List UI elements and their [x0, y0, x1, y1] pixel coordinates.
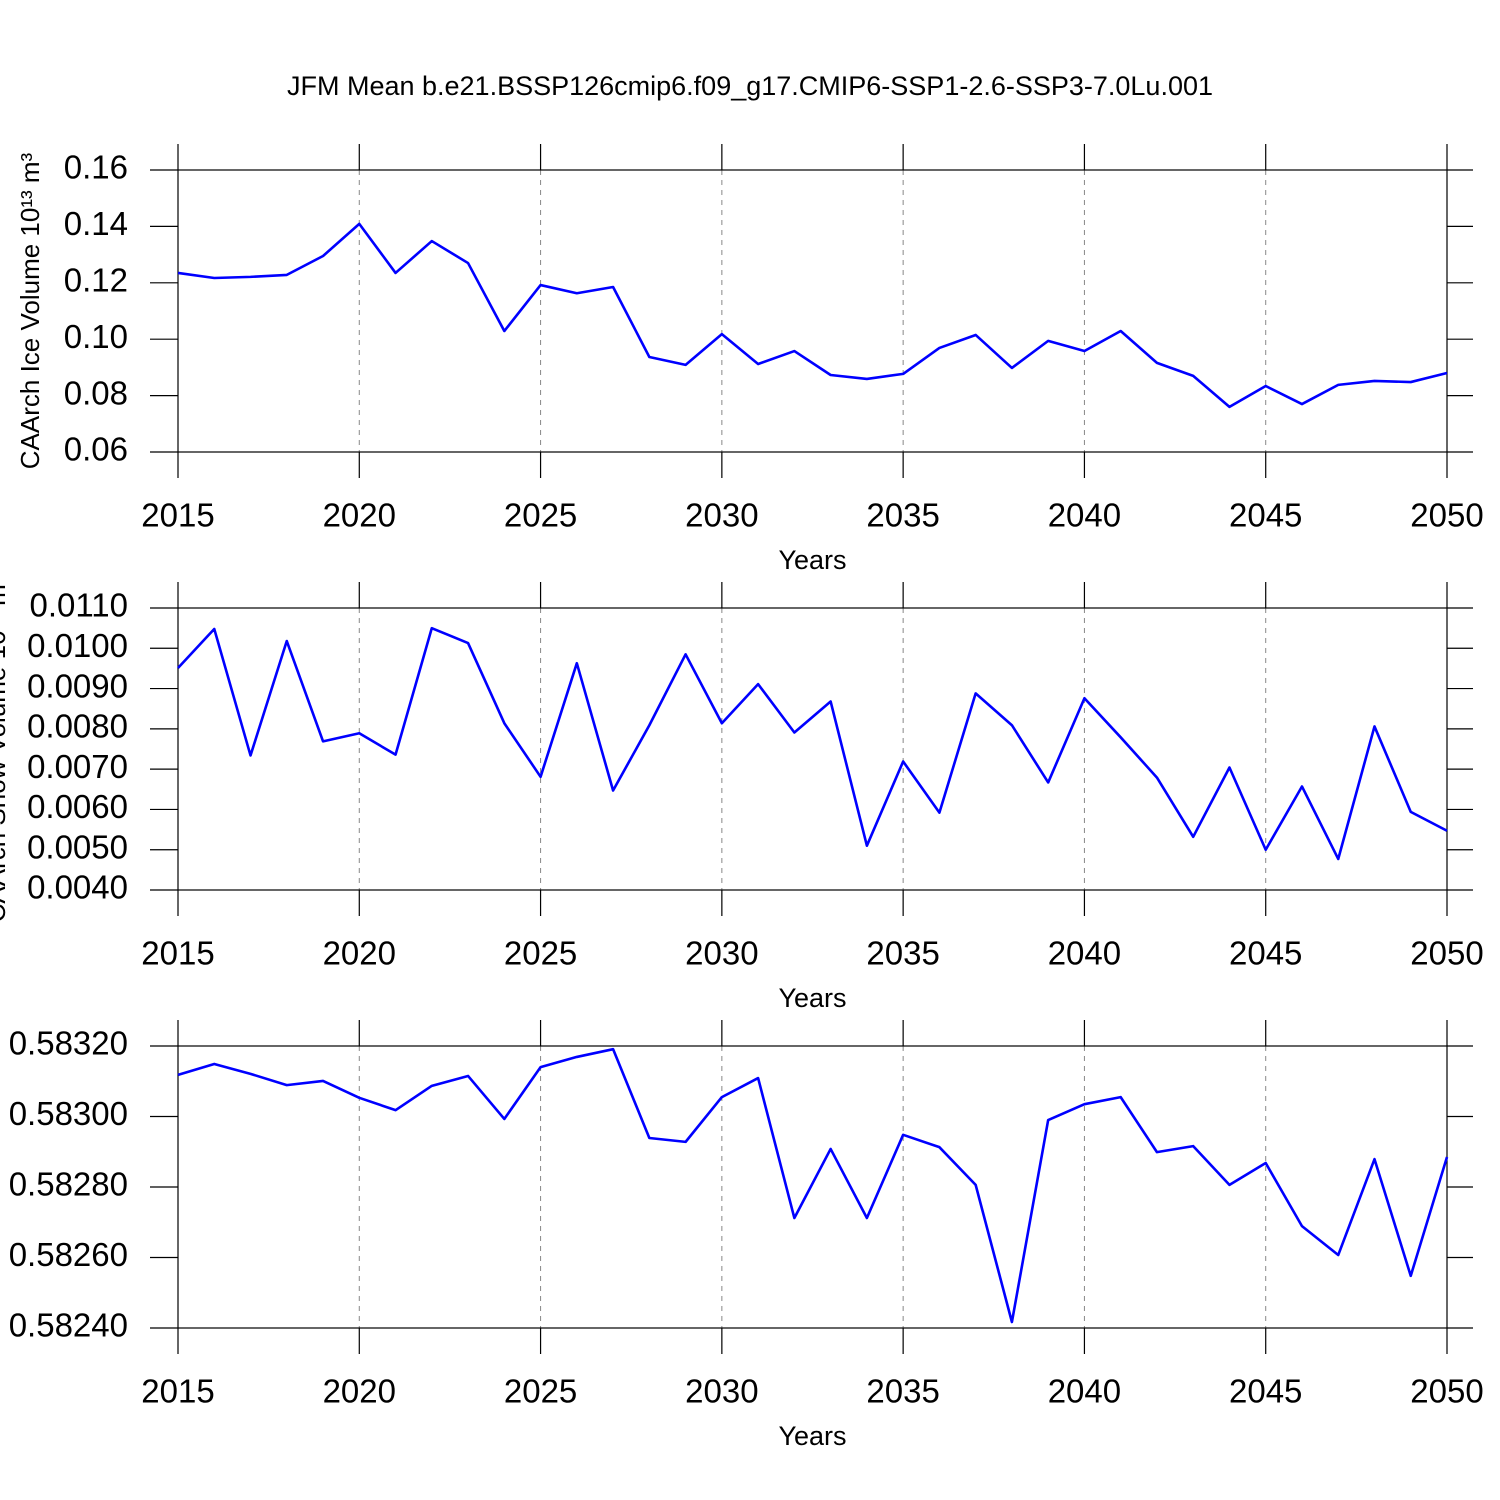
y-tick-label: 0.06 — [64, 431, 128, 468]
y-tick-label: 0.08 — [64, 374, 128, 411]
x-tick-label: 2020 — [323, 497, 396, 534]
y-tick-label: 0.0080 — [27, 708, 128, 745]
y-tick-label: 0.0110 — [30, 587, 128, 624]
x-tick-label: 2025 — [504, 935, 577, 972]
x-tick-label: 2030 — [685, 935, 758, 972]
x-tick-label: 2050 — [1410, 497, 1483, 534]
y-axis-label: CAArch Snow Volume 10¹³ m³ — [0, 575, 11, 922]
x-tick-label: 2035 — [866, 1373, 939, 1410]
x-tick-label: 2015 — [141, 935, 214, 972]
y-tick-label: 0.14 — [64, 205, 128, 242]
x-tick-label: 2015 — [141, 497, 214, 534]
y-tick-label: 0.0040 — [27, 869, 128, 906]
y-tick-label: 0.0100 — [27, 627, 128, 664]
plot-frame — [177, 169, 1448, 453]
y-tick-label: 0.58260 — [9, 1236, 128, 1273]
x-tick-label: 2040 — [1048, 497, 1121, 534]
x-tick-label: 2025 — [504, 497, 577, 534]
y-tick-label: 0.12 — [64, 262, 128, 299]
y-tick-label: 0.10 — [64, 318, 128, 355]
plot-frame — [177, 607, 1448, 891]
x-tick-label: 2020 — [323, 935, 396, 972]
x-tick-label: 2050 — [1410, 935, 1483, 972]
y-tick-label: 0.0050 — [27, 828, 128, 865]
x-tick-label: 2040 — [1048, 1373, 1121, 1410]
y-tick-label: 0.58320 — [9, 1025, 128, 1062]
x-axis-label: Years — [778, 545, 846, 575]
y-tick-label: 0.58280 — [9, 1166, 128, 1203]
x-tick-label: 2045 — [1229, 935, 1302, 972]
y-tick-label: 0.0070 — [27, 748, 128, 785]
x-tick-label: 2045 — [1229, 497, 1302, 534]
x-tick-label: 2035 — [866, 497, 939, 534]
y-tick-label: 0.0060 — [27, 788, 128, 825]
x-tick-label: 2040 — [1048, 935, 1121, 972]
y-tick-label: 0.58300 — [9, 1095, 128, 1132]
x-tick-label: 2030 — [685, 1373, 758, 1410]
data-line — [177, 626, 1448, 861]
plot-frame — [177, 1045, 1448, 1329]
x-tick-label: 2020 — [323, 1373, 396, 1410]
x-axis-label: Years — [778, 983, 846, 1013]
x-axis-label: Years — [778, 1421, 846, 1451]
x-tick-label: 2030 — [685, 497, 758, 534]
data-line — [177, 1047, 1449, 1324]
x-tick-label: 2035 — [866, 935, 939, 972]
y-tick-label: 0.58240 — [9, 1307, 128, 1344]
y-tick-label: 0.16 — [64, 149, 128, 186]
y-axis-label: CAArch Ice Volume 10¹³ m³ — [15, 152, 45, 469]
x-tick-label: 2050 — [1410, 1373, 1483, 1410]
data-line — [177, 222, 1448, 409]
x-tick-label: 2015 — [141, 1373, 214, 1410]
x-tick-label: 2045 — [1229, 1373, 1302, 1410]
y-tick-label: 0.0090 — [27, 667, 128, 704]
x-tick-label: 2025 — [504, 1373, 577, 1410]
chart-title: JFM Mean b.e21.BSSP126cmip6.f09_g17.CMIP… — [287, 71, 1213, 101]
